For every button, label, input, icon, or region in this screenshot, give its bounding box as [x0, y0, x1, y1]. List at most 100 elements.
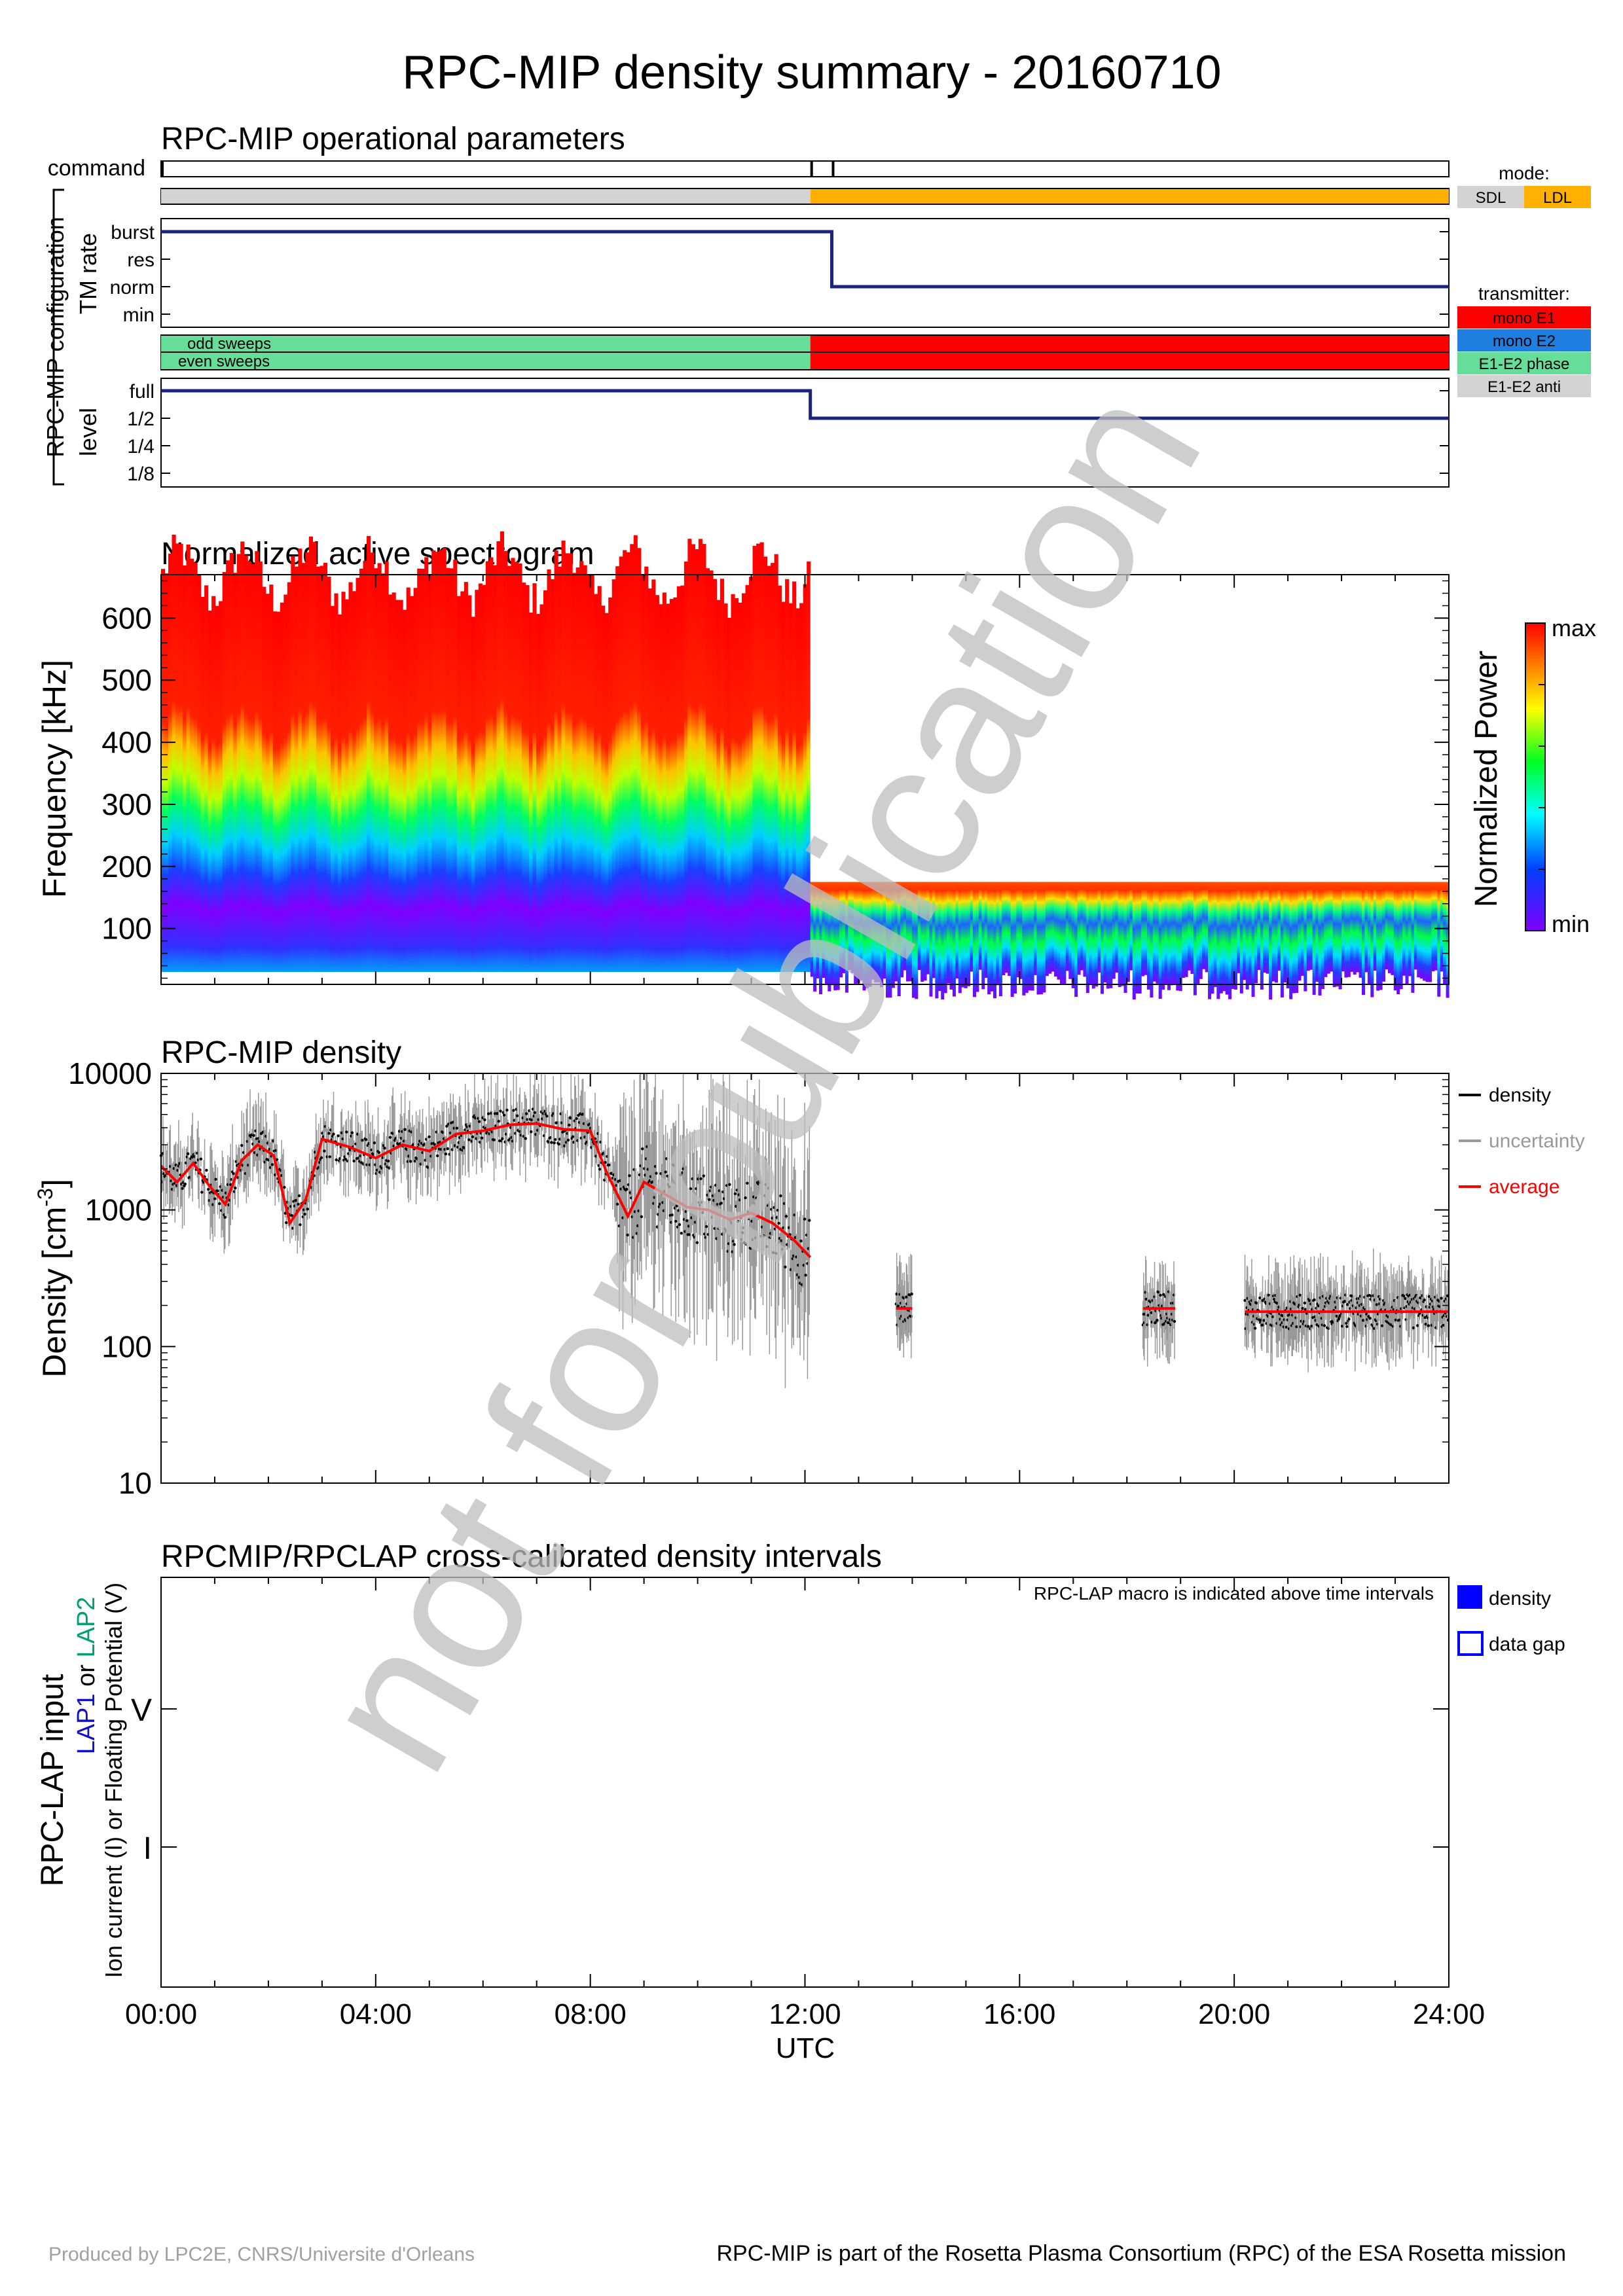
- spectrogram-column: [1039, 882, 1043, 995]
- density-point: [270, 1163, 274, 1166]
- spectrogram-column: [1419, 882, 1423, 979]
- spectrogram-column: [1010, 882, 1014, 997]
- spectrogram-column: [1344, 882, 1348, 978]
- density-point: [1404, 1297, 1407, 1300]
- density-point: [566, 1138, 570, 1142]
- density-point: [435, 1154, 439, 1158]
- spectrogram-column: [626, 552, 630, 973]
- spectrogram-column: [334, 593, 338, 973]
- spectrogram-column: [258, 561, 263, 973]
- density-point: [641, 1147, 644, 1151]
- spectrogram-column: [615, 566, 620, 973]
- spectrogram-column: [291, 556, 295, 973]
- spectrogram-column: [862, 882, 866, 991]
- density-point: [1272, 1298, 1276, 1301]
- spectrogram-column: [981, 882, 985, 990]
- spectrogram-column: [909, 882, 913, 982]
- lap-frame: [160, 1577, 1450, 1988]
- density-point: [428, 1135, 431, 1139]
- spectrogram-column: [1030, 882, 1034, 991]
- spectrogram-column: [1158, 882, 1162, 999]
- density-point: [223, 1215, 227, 1219]
- spectrogram-column: [1379, 882, 1383, 990]
- spectrogram-column: [367, 535, 371, 973]
- spectrogram-column: [183, 565, 187, 973]
- spectrogram-column: [583, 565, 587, 973]
- spectrogram-ylabel: Frequency [kHz]: [36, 660, 73, 898]
- mode-segments: [161, 189, 1449, 204]
- density-point: [345, 1130, 348, 1134]
- spectrogram-column: [392, 592, 396, 973]
- density-point: [689, 1187, 693, 1191]
- spectrogram-column: [778, 585, 782, 973]
- spectrogram-column: [1048, 882, 1052, 974]
- density-point: [467, 1138, 471, 1141]
- spectrogram-column: [734, 598, 739, 973]
- spectrogram-column: [967, 882, 971, 986]
- level-tick-label: burst: [111, 222, 155, 243]
- spectrogram-column: [247, 562, 252, 973]
- spectrogram-column: [781, 601, 786, 973]
- spectrogram-column: [1126, 882, 1130, 982]
- spectrogram-column: [377, 563, 382, 973]
- spectrogram-column: [1103, 882, 1107, 983]
- spectrogram-column: [1350, 882, 1354, 972]
- spectrogram-column: [897, 882, 901, 997]
- spectrogram-column: [269, 584, 274, 973]
- spectrogram-column: [935, 882, 939, 999]
- spectrogram-column: [655, 595, 659, 973]
- spectrogram-column: [691, 544, 695, 973]
- density-point: [571, 1135, 575, 1138]
- spectrogram-column: [1417, 882, 1421, 978]
- spectrogram-column: [818, 882, 823, 994]
- density-point: [1315, 1323, 1319, 1327]
- spectrogram-column: [651, 579, 656, 973]
- density-point: [784, 1215, 788, 1218]
- spectrogram-column: [874, 882, 878, 982]
- density-point: [668, 1185, 671, 1189]
- spectrogram-column: [561, 541, 566, 973]
- spectrogram-column: [1161, 882, 1165, 990]
- density-point: [685, 1219, 689, 1223]
- spectrogram-column: [211, 596, 216, 973]
- density-point: [804, 1274, 807, 1277]
- spectrogram-column: [731, 594, 735, 973]
- spectrogram-column: [868, 882, 872, 987]
- mode-legend-ldl: [1524, 186, 1591, 208]
- density-point: [736, 1219, 740, 1223]
- density-point: [524, 1137, 527, 1140]
- spectrogram-column: [161, 569, 166, 973]
- density-point: [1394, 1318, 1398, 1321]
- spectrogram-column: [752, 546, 757, 973]
- spectrogram-column: [327, 577, 331, 973]
- level-box: [160, 378, 1450, 488]
- density-point: [1303, 1301, 1307, 1304]
- density-point: [1372, 1327, 1376, 1330]
- spectrogram-column: [1196, 882, 1200, 984]
- spectrogram-column: [1266, 882, 1269, 974]
- density-ytick-label: 10: [119, 1466, 152, 1500]
- spectrogram-column: [716, 600, 721, 973]
- spectrogram-column: [1396, 882, 1400, 995]
- spectrogram-column: [1123, 882, 1127, 993]
- spectrogram-column: [1106, 882, 1110, 989]
- spectrogram-column: [1156, 882, 1159, 984]
- tm-rate-levels: burst res norm min: [110, 222, 1449, 326]
- spectrogram-column: [1071, 882, 1075, 988]
- time-tick-label: 12:00: [769, 1998, 841, 2030]
- spectrogram-column: [871, 882, 875, 980]
- spectrogram-column: [1054, 882, 1058, 977]
- spectrogram-column: [990, 882, 994, 992]
- spectrogram-column: [984, 882, 988, 978]
- spectrogram-column: [1083, 882, 1087, 977]
- spectrogram-column: [403, 609, 407, 973]
- spectrogram-column: [952, 882, 956, 997]
- spectrogram-column: [1393, 882, 1397, 991]
- density-point: [524, 1112, 528, 1115]
- density-point: [765, 1245, 769, 1248]
- density-point: [499, 1109, 502, 1113]
- spectrogram-column: [1146, 882, 1150, 990]
- spectrogram-column: [1399, 882, 1403, 990]
- density-point: [1322, 1324, 1326, 1327]
- density-point: [492, 1138, 496, 1141]
